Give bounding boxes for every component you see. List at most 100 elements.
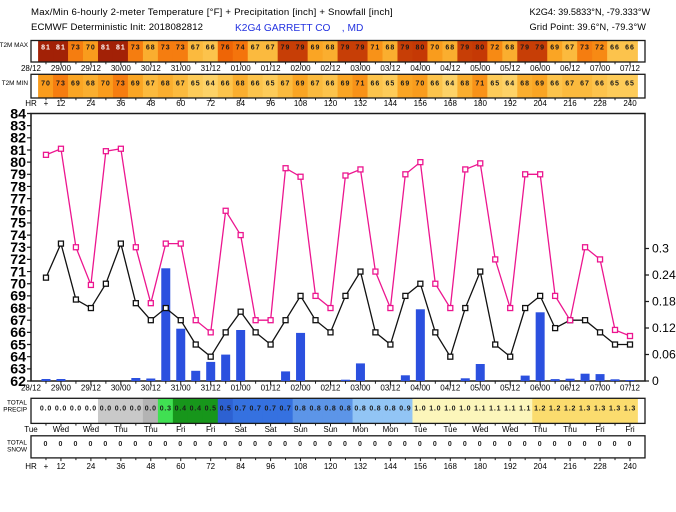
svg-text:30/12: 30/12 (141, 384, 162, 393)
svg-text:168: 168 (444, 99, 458, 108)
svg-text:Sun: Sun (293, 425, 307, 434)
svg-text:0: 0 (433, 441, 438, 448)
svg-text:68: 68 (236, 80, 246, 87)
svg-text:73: 73 (161, 45, 171, 52)
svg-text:0.8: 0.8 (384, 406, 396, 413)
svg-text:74: 74 (236, 45, 246, 52)
svg-text:0: 0 (508, 441, 513, 448)
svg-text:0.4: 0.4 (175, 406, 187, 413)
svg-text:0: 0 (103, 441, 108, 448)
svg-text:Thu: Thu (144, 425, 158, 434)
svg-text:73: 73 (580, 45, 590, 52)
svg-text:0: 0 (568, 441, 573, 448)
svg-text:Fri: Fri (595, 425, 605, 434)
svg-text:70: 70 (41, 80, 51, 87)
svg-text:70: 70 (86, 45, 96, 52)
svg-text:0: 0 (163, 441, 168, 448)
svg-text:0: 0 (88, 441, 93, 448)
svg-text:36: 36 (116, 99, 125, 108)
svg-text:12: 12 (56, 99, 65, 108)
svg-text:Fri: Fri (625, 425, 635, 434)
svg-text:80: 80 (475, 45, 485, 52)
svg-text:108: 108 (294, 462, 308, 471)
svg-text:0.0: 0.0 (85, 406, 97, 413)
svg-text:1.0: 1.0 (459, 406, 471, 413)
svg-text:68: 68 (386, 45, 396, 52)
svg-text:0: 0 (58, 441, 63, 448)
svg-text:0: 0 (298, 441, 303, 448)
svg-text:132: 132 (354, 99, 368, 108)
svg-text:0.8: 0.8 (354, 406, 366, 413)
svg-text:HR: HR (25, 99, 37, 108)
svg-text:0: 0 (478, 441, 483, 448)
svg-text:24: 24 (86, 99, 95, 108)
svg-text:66: 66 (371, 80, 381, 87)
svg-text:31/00: 31/00 (171, 64, 192, 73)
svg-text:0: 0 (373, 441, 378, 448)
svg-text:67: 67 (311, 80, 321, 87)
svg-text:72: 72 (206, 462, 215, 471)
svg-text:66: 66 (625, 45, 635, 52)
svg-text:0: 0 (628, 441, 633, 448)
svg-text:0.3: 0.3 (160, 406, 172, 413)
svg-text:64: 64 (206, 80, 216, 87)
svg-text:0: 0 (523, 441, 528, 448)
svg-text:48: 48 (146, 99, 155, 108)
svg-text:66: 66 (251, 80, 261, 87)
svg-text:0: 0 (44, 441, 49, 448)
svg-text:66: 66 (10, 325, 26, 341)
svg-text:69: 69 (341, 80, 351, 87)
svg-text:76: 76 (221, 45, 231, 52)
svg-text:Wed: Wed (472, 425, 488, 434)
svg-text:70: 70 (10, 277, 26, 293)
svg-text:72: 72 (10, 252, 26, 268)
svg-text:65: 65 (610, 80, 620, 87)
svg-text:07/12: 07/12 (620, 64, 641, 73)
svg-text:05/12: 05/12 (500, 384, 521, 393)
svg-text:07/00: 07/00 (590, 384, 611, 393)
svg-text:68: 68 (146, 45, 156, 52)
svg-text:12: 12 (56, 462, 65, 471)
svg-text:67: 67 (580, 80, 590, 87)
svg-text:70: 70 (415, 80, 425, 87)
svg-text:Sat: Sat (265, 425, 278, 434)
svg-text:T2M MIN: T2M MIN (2, 80, 29, 87)
svg-text:240: 240 (623, 462, 637, 471)
svg-text:31/00: 31/00 (171, 384, 192, 393)
svg-text:1.2: 1.2 (549, 406, 561, 413)
svg-text:+: + (44, 462, 49, 471)
svg-text:0.8: 0.8 (309, 406, 321, 413)
svg-text:64: 64 (445, 80, 455, 87)
svg-text:0.7: 0.7 (250, 406, 262, 413)
svg-text:0.18: 0.18 (652, 295, 676, 309)
svg-text:1.3: 1.3 (579, 406, 591, 413)
svg-text:05/00: 05/00 (470, 64, 491, 73)
svg-text:69: 69 (311, 45, 321, 52)
svg-text:05/12: 05/12 (500, 64, 521, 73)
svg-text:28/12: 28/12 (21, 64, 42, 73)
svg-text:68: 68 (326, 45, 336, 52)
svg-text:64: 64 (505, 80, 515, 87)
svg-text:Mon: Mon (383, 425, 399, 434)
svg-text:04/12: 04/12 (440, 384, 461, 393)
svg-text:01/00: 01/00 (231, 64, 252, 73)
svg-text:81: 81 (10, 143, 26, 159)
svg-text:1.3: 1.3 (609, 406, 621, 413)
svg-text:0: 0 (463, 441, 468, 448)
svg-text:0.3: 0.3 (652, 242, 669, 256)
svg-text:0.0: 0.0 (70, 406, 82, 413)
svg-text:68: 68 (161, 80, 171, 87)
svg-text:216: 216 (563, 99, 577, 108)
svg-text:79: 79 (281, 45, 291, 52)
svg-text:68: 68 (460, 80, 470, 87)
svg-text:1.1: 1.1 (474, 406, 486, 413)
svg-text:Grid Point: 39.6°N, -79.3°W: Grid Point: 39.6°N, -79.3°W (530, 22, 647, 32)
svg-text:0.0: 0.0 (115, 406, 127, 413)
svg-text:81: 81 (101, 45, 111, 52)
svg-text:1.3: 1.3 (624, 406, 636, 413)
svg-text:0: 0 (493, 441, 498, 448)
svg-text:29/12: 29/12 (81, 64, 102, 73)
svg-text:0: 0 (553, 441, 558, 448)
svg-text:73: 73 (71, 45, 81, 52)
svg-text:0: 0 (652, 374, 659, 388)
